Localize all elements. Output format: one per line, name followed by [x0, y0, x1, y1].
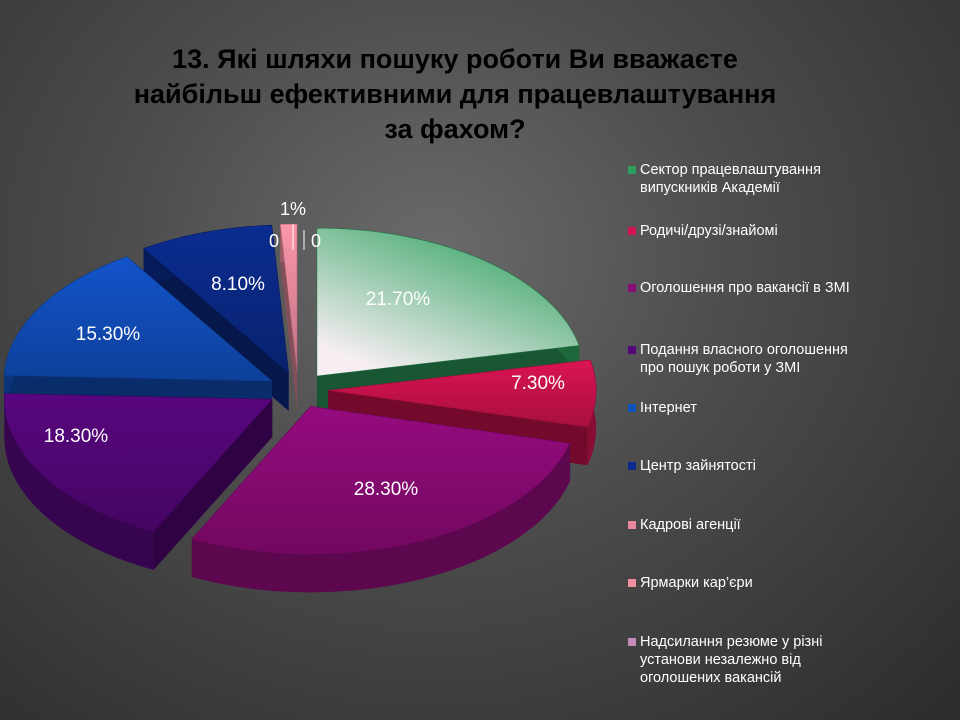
- pie-slice: [3, 393, 273, 533]
- pie-slice: [279, 223, 298, 373]
- chart-title-line-3: за фахом?: [384, 114, 526, 144]
- legend-label: випускників Академії: [640, 180, 780, 196]
- legend-label: Центр зайнятості: [640, 458, 756, 474]
- legend-item: Інтернет: [628, 399, 940, 417]
- pie-slice: [327, 359, 597, 428]
- legend-swatch: [628, 462, 636, 470]
- legend-label: про пошук роботи у ЗМІ: [640, 360, 801, 376]
- legend-swatch: [628, 166, 636, 174]
- pie-slice: [191, 406, 571, 555]
- legend-item: Надсилання резюме у різні установи незале…: [628, 633, 940, 687]
- pie-data-label: 15.30%: [76, 324, 141, 345]
- pie-data-label: 7.30%: [511, 373, 565, 394]
- legend-swatch: [628, 404, 636, 412]
- pie-data-label: 0: [311, 231, 321, 251]
- legend-swatch: [628, 284, 636, 292]
- legend-label: оголошених вакансій: [640, 670, 782, 686]
- legend-item: Оголошення про вакансії в ЗМІ: [628, 279, 940, 297]
- pie-slice: [143, 224, 290, 374]
- pie-slice: [316, 227, 580, 377]
- pie-data-label: 28.30%: [354, 479, 419, 500]
- pie-slice: [3, 256, 273, 382]
- legend-item: Родичі/друзі/знайомі: [628, 222, 940, 240]
- legend-label: Подання власного оголошення: [640, 342, 848, 358]
- pie-data-label: 21.70%: [366, 289, 431, 310]
- chart-title: 13. Які шляхи пошуку роботи Ви вважаєте …: [95, 42, 815, 147]
- legend-item: Кадрові агенції: [628, 516, 940, 534]
- pie-data-labels: 21.70% 7.30% 28.30% 18.30% 15.30% 8.10% 01%0: [44, 199, 565, 500]
- legend-item: Ярмарки кар’єри: [628, 574, 940, 592]
- pie-slices: [3, 223, 597, 593]
- legend-swatch: [628, 521, 636, 529]
- legend-label: Оголошення про вакансії в ЗМІ: [640, 280, 850, 296]
- pie-data-label: 8.10%: [211, 274, 265, 295]
- pie-data-label: 18.30%: [44, 426, 109, 447]
- legend-label: Надсилання резюме у різні: [640, 634, 823, 650]
- pie-data-label: 0: [269, 231, 279, 251]
- legend-label: Родичі/друзі/знайомі: [640, 223, 778, 239]
- legend-item: Подання власного оголошення про пошук роб…: [628, 341, 940, 377]
- legend-swatch: [628, 346, 636, 354]
- legend-swatch: [628, 638, 636, 646]
- legend-swatch: [628, 227, 636, 235]
- legend-label: Кадрові агенції: [640, 517, 741, 533]
- legend-swatch: [628, 579, 636, 587]
- legend-item: Сектор працевлаштування випускників Акаде…: [628, 161, 940, 197]
- chart-title-line-1: 13. Які шляхи пошуку роботи Ви вважаєте: [172, 44, 738, 74]
- legend-label: Інтернет: [640, 400, 697, 416]
- legend-label: Ярмарки кар’єри: [640, 575, 753, 591]
- pie-data-label: 1%: [280, 199, 306, 219]
- legend-label: Сектор працевлаштування: [640, 162, 821, 178]
- legend-item: Центр зайнятості: [628, 457, 940, 475]
- leader-lines: [292, 224, 305, 250]
- chart-title-line-2: найбільш ефективними для працевлаштуванн…: [133, 79, 777, 109]
- legend-label: установи незалежно від: [640, 652, 801, 668]
